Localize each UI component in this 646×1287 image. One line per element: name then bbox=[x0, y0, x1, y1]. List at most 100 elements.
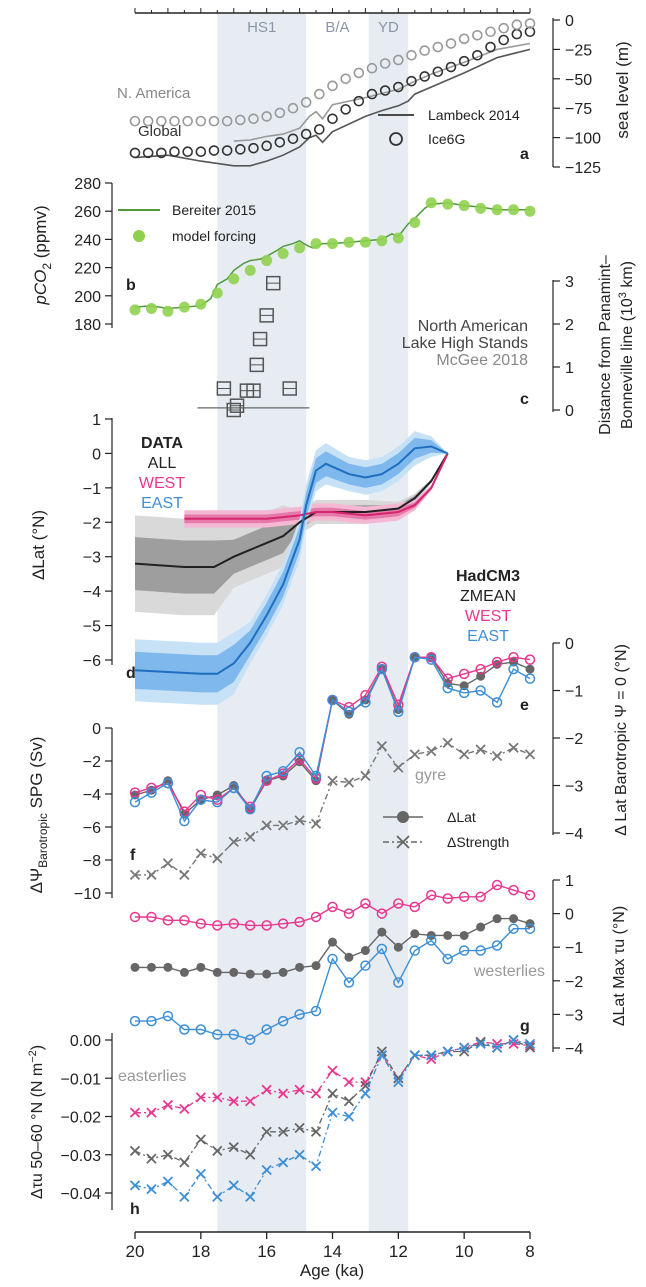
panel-h-annotation-easterlies: easterlies bbox=[118, 1068, 186, 1085]
d-ticks-label: −6 bbox=[83, 653, 101, 670]
series-e-west-point bbox=[491, 656, 503, 668]
series-ice6g-namerica-point bbox=[524, 18, 536, 29]
series-g-east-point bbox=[146, 1015, 157, 1027]
b-ticks-label: 180 bbox=[74, 317, 101, 334]
series-west bbox=[184, 452, 449, 520]
series-forcing-point bbox=[508, 204, 520, 216]
series-h-east-point bbox=[459, 1042, 470, 1053]
band-label-yd: YD bbox=[378, 19, 399, 36]
b-ticks-label: 280 bbox=[74, 176, 101, 193]
series-forcing-point bbox=[409, 216, 421, 228]
series-h-zmean-point bbox=[129, 1145, 141, 1157]
series-g-zmean-point bbox=[245, 969, 255, 979]
series-h-east-point bbox=[393, 1076, 404, 1088]
series-ice6g-global-point bbox=[129, 147, 141, 159]
panel-f-letter: f bbox=[130, 847, 136, 864]
series-ice6g-namerica-point bbox=[406, 49, 417, 61]
series-ice6g-global-point bbox=[248, 142, 259, 154]
series-h-zmean-point bbox=[162, 1149, 174, 1160]
series-ice6g-global-point bbox=[445, 61, 457, 73]
series-e-east-point bbox=[195, 794, 207, 805]
panel-g-letter: g bbox=[520, 1018, 530, 1035]
series-h-west-point bbox=[195, 1092, 206, 1103]
g-ticks-label: 0 bbox=[565, 907, 574, 924]
series-ice6g-namerica-point bbox=[235, 114, 246, 126]
series-h-zmean-point bbox=[524, 1042, 536, 1053]
c-ticks-label: 0 bbox=[565, 403, 574, 420]
b-ticks-label: 220 bbox=[74, 261, 101, 278]
a-ticks-label: −75 bbox=[565, 101, 592, 118]
panel-h-ticks: 0.00 −0.01 −0.02 −0.03 −0.04 bbox=[61, 1033, 112, 1203]
series-g-west-point bbox=[228, 918, 239, 929]
panel-a-legend-circle-marker bbox=[389, 132, 403, 146]
series-h-east-point bbox=[327, 1107, 338, 1118]
series-h-east-point bbox=[294, 1149, 305, 1160]
panel-f: 0−2−4−6−8−10 ΔΨBarotropic SPG (Sv) gyre … bbox=[27, 721, 509, 903]
series-strength-point bbox=[162, 858, 174, 869]
series-g-zmean-point bbox=[393, 942, 403, 952]
panel-b-legend-forcing: model forcing bbox=[172, 228, 256, 244]
series-g-east-point bbox=[426, 935, 437, 946]
series-ice6g-global-point bbox=[419, 71, 430, 82]
series-ice6g-namerica-point bbox=[485, 26, 496, 38]
series-strength-point bbox=[310, 818, 322, 829]
series-e-east-point bbox=[228, 782, 239, 794]
series-g-west bbox=[135, 884, 531, 927]
series-g-zmean-point bbox=[360, 946, 370, 956]
panel-d-legend-east: EAST bbox=[141, 495, 183, 512]
series-h-zmean-point bbox=[179, 1157, 190, 1168]
panel-a-legend-lambeck: Lambeck 2014 bbox=[428, 107, 520, 123]
series-ice6g-namerica-point bbox=[498, 22, 509, 34]
series-e-east-point bbox=[327, 694, 338, 706]
panel-b-ticks: 280 260 240 220 200 180 bbox=[74, 176, 112, 334]
series-ice6g-global-point bbox=[274, 137, 286, 148]
series-g-zmean-point bbox=[163, 962, 173, 972]
west-uncertainty-0 bbox=[184, 453, 448, 528]
series-e-east-point bbox=[129, 796, 141, 808]
panel-b-ylabel: pCO2 (ppmv) bbox=[31, 205, 54, 305]
a-ticks-label: −50 bbox=[565, 72, 592, 89]
f-ticks-label: −4 bbox=[83, 787, 101, 804]
series-g-zmean-point bbox=[262, 969, 272, 979]
series-strength-point bbox=[195, 848, 206, 859]
series-strength-point bbox=[245, 831, 256, 843]
series-g-zmean-point bbox=[459, 930, 469, 940]
panel-c-annotation-line2: Lake High Stands bbox=[402, 335, 528, 352]
series-strength-point bbox=[393, 762, 404, 773]
series-ice6g-global-point bbox=[142, 147, 154, 159]
panel-h: 0.00 −0.01 −0.02 −0.03 −0.04 Δτu 50–60 °N (N… bbox=[27, 1033, 186, 1218]
series-ice6g-global-point bbox=[485, 41, 496, 53]
panel-d-legend-west: WEST bbox=[139, 475, 185, 492]
series-g-zmean-point bbox=[229, 967, 239, 977]
panel-e-legend-zmean: ZMEAN bbox=[460, 588, 516, 605]
series-ice6g-global-point bbox=[221, 145, 233, 156]
series-strength-point bbox=[261, 820, 272, 831]
series-ice6g-namerica-point bbox=[445, 38, 457, 49]
series-g-west-point bbox=[294, 916, 305, 928]
series-forcing-point bbox=[425, 197, 437, 209]
series-g-west-point bbox=[244, 920, 256, 931]
series-strength-point bbox=[426, 745, 437, 757]
series-h-east-point bbox=[228, 1180, 239, 1191]
panel-h-ylabel-b: ) bbox=[29, 1045, 46, 1050]
series-h-zmean-point bbox=[261, 1126, 272, 1137]
series-g-zmean-point bbox=[443, 930, 453, 940]
series-h-zmean-point bbox=[245, 1149, 256, 1160]
panel-b-ylabel-unit: (ppmv) bbox=[31, 205, 50, 263]
series-g-east-point bbox=[129, 1015, 141, 1027]
d-ticks-label: −5 bbox=[83, 619, 101, 636]
series-g-west-point bbox=[508, 884, 519, 896]
series-g-east-point bbox=[491, 940, 503, 951]
series-h-zmean-point bbox=[277, 1126, 289, 1137]
panel-e: 0 −1 −2 −3 −4 Δ Lat Barotropic Ψ = 0 (°N) Ha… bbox=[456, 568, 630, 843]
series-strength-point bbox=[508, 742, 519, 753]
panel-e-legend-hadcm3: HadCM3 bbox=[456, 568, 520, 585]
series-forcing-point bbox=[524, 205, 536, 217]
panel-a-ticks: 0 −25 −50 −75 −100 −125 bbox=[553, 13, 601, 177]
series-h-zmean-point bbox=[393, 1073, 404, 1084]
series-e-east-point bbox=[294, 747, 305, 758]
series-strength-point bbox=[179, 869, 190, 880]
panel-e-legend-east: EAST bbox=[467, 628, 509, 645]
series-ice6g-global-point bbox=[366, 88, 378, 100]
panel-c: 3 2 1 0 Distance from Panamint– Bonneville … bbox=[402, 255, 636, 435]
